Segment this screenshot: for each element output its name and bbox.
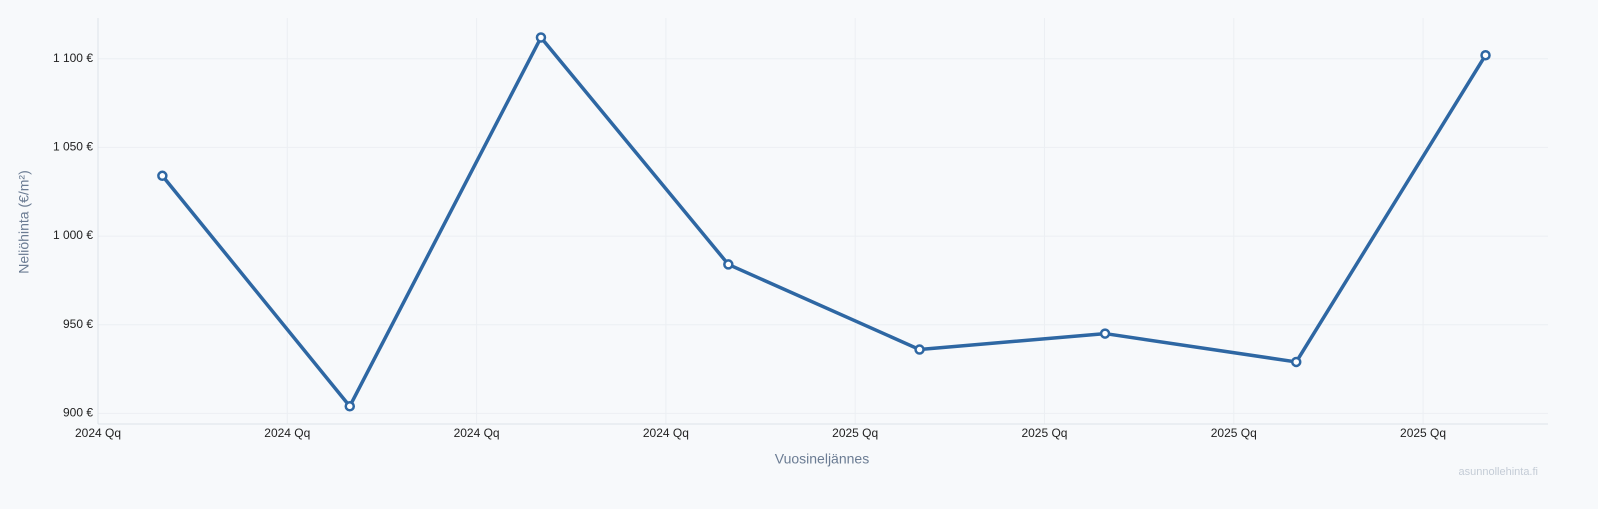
- point: [1480, 49, 1491, 61]
- y-axis-title: Neliöhinta (€/m²): [16, 170, 32, 273]
- point: [1290, 356, 1302, 368]
- point: [344, 401, 356, 412]
- watermark: asunnollehinta.fi: [1458, 466, 1538, 478]
- x-tick-label: 2025 Qq: [1400, 426, 1446, 440]
- x-tick-label: 2025 Qq: [1211, 426, 1257, 440]
- point: [1099, 328, 1111, 339]
- y-tick-label: 1 050 €: [53, 140, 93, 154]
- x-tick-label: 2024 Qq: [643, 426, 689, 440]
- point: [723, 259, 734, 270]
- y-tick-label: 1 000 €: [53, 228, 93, 242]
- line: [161, 35, 1488, 409]
- x-axis-title: Vuosineljännes: [775, 451, 869, 467]
- x-tick-label: 2025 Qq: [832, 426, 878, 440]
- point: [914, 344, 925, 355]
- y-tick-label: 900 €: [63, 406, 93, 420]
- point: [535, 32, 547, 43]
- x-tick-label: 2024 Qq: [75, 426, 121, 440]
- y-tick-label: 1 100 €: [53, 51, 93, 65]
- x-tick-label: 2024 Qq: [454, 426, 500, 440]
- x-tick-label: 2024 Qq: [264, 426, 310, 440]
- x-tick-label: 2025 Qq: [1021, 426, 1067, 440]
- y-tick-label: 950 €: [63, 317, 93, 331]
- point: [157, 170, 168, 182]
